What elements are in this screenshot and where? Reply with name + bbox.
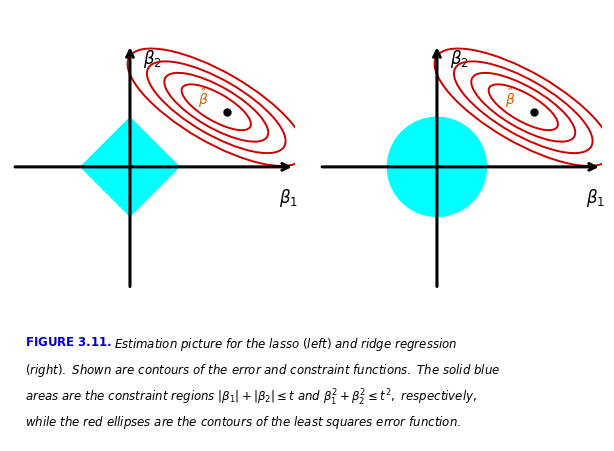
Text: $\beta_2$: $\beta_2$ [142,48,161,69]
Text: $\hat{\beta}$: $\hat{\beta}$ [198,87,208,110]
Text: $\hat{\beta}$: $\hat{\beta}$ [505,87,515,110]
Text: $\beta_2$: $\beta_2$ [449,48,468,69]
Text: $\it{while\ the\ red\ ellipses\ are\ the\ contours\ of\ the\ least\ squares\ err: $\it{while\ the\ red\ ellipses\ are\ the… [25,414,460,432]
Text: $\beta_1$: $\beta_1$ [279,187,298,209]
Text: $\it{(right).\ Shown\ are\ contours\ of\ the\ error\ and\ constraint\ functions.: $\it{(right).\ Shown\ are\ contours\ of\… [25,362,500,379]
Text: $\beta_1$: $\beta_1$ [586,187,605,209]
Polygon shape [80,117,180,217]
Circle shape [387,117,487,217]
Text: $\it{Estimation\ picture\ for\ the\ lasso\ (left)\ and\ ridge\ regression}$: $\it{Estimation\ picture\ for\ the\ lass… [114,336,457,353]
Text: $\mathbf{FIGURE\ 3.11.}$: $\mathbf{FIGURE\ 3.11.}$ [25,336,111,349]
Text: $\it{areas\ are\ the\ constraint\ regions\ }$$|\beta_1| + |\beta_2| \leq t$$\it{: $\it{areas\ are\ the\ constraint\ region… [25,388,476,409]
